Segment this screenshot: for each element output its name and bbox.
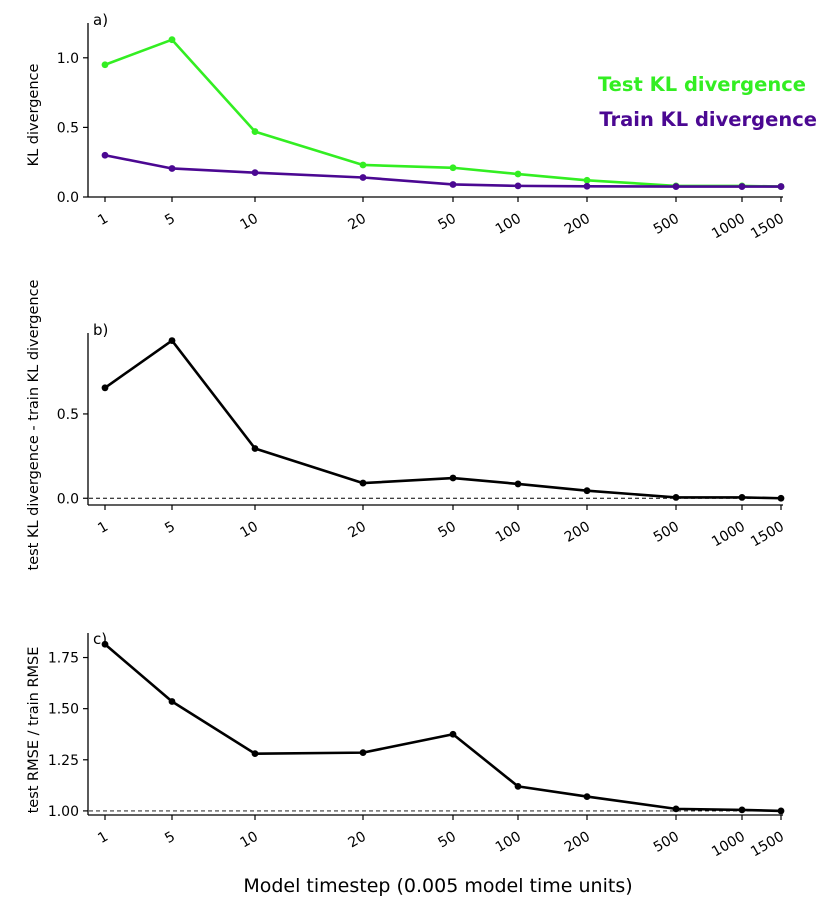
- x-axis-title: Model timestep (0.005 model time units): [243, 875, 632, 897]
- panel-a-x-tick-label: 1000: [709, 211, 748, 243]
- panel-a-data-point: [101, 61, 109, 69]
- legend-train-kl: Train KL divergence: [599, 108, 817, 131]
- panel-a-data-point: [168, 165, 176, 172]
- panel-c-data-point: [738, 806, 746, 814]
- panel-b-data-point: [359, 479, 367, 487]
- panel-b-x-tick-label: 100: [493, 519, 524, 546]
- panel-c-data-point: [101, 640, 109, 648]
- panel-a-series-line-1: [104, 153, 781, 188]
- panel-a-data-point: [777, 183, 785, 190]
- panel-a-x-tick-label: 100: [493, 211, 524, 238]
- panel-a-data-point: [672, 183, 680, 190]
- panel-a-y-tick-label: 0.5: [57, 120, 79, 136]
- panel-a-data-point: [168, 36, 176, 44]
- panel-b-data-point: [514, 480, 522, 488]
- panel-c-y-tick-label: 1.25: [48, 753, 79, 769]
- panel-a-data-point: [251, 169, 259, 177]
- panel-a-data-point: [514, 182, 522, 190]
- panel-a-data-point: [251, 128, 259, 135]
- panel-a: a) KL divergence Test KL divergence Trai…: [26, 11, 817, 242]
- panel-b-x-tick-label: 1000: [709, 519, 748, 551]
- panel-a-y-tick-label: 0.0: [57, 190, 79, 206]
- panel-b-data-point: [101, 384, 109, 392]
- panel-a-data-point: [449, 164, 457, 172]
- panel-b-x-tick-label: 1: [95, 519, 111, 537]
- panel-c-data-point: [359, 749, 367, 757]
- panel-b-label: b): [93, 321, 108, 339]
- panel-a-data-point: [359, 161, 367, 169]
- panel-a-data-point: [583, 182, 591, 190]
- panel-c-y-tick-label: 1.00: [48, 804, 79, 820]
- panel-b-data-point: [583, 487, 591, 495]
- panel-b-x-tick-label: 500: [651, 519, 682, 546]
- panel-c: c) test RMSE / train RMSE 1.001.251.501.…: [26, 630, 787, 860]
- panel-c-x-tick-label: 50: [436, 829, 459, 852]
- panel-c-x-tick-label: 100: [493, 829, 524, 856]
- panel-b-x-tick-label: 5: [162, 519, 178, 537]
- panel-c-data-point: [514, 782, 522, 790]
- panel-b-data-point: [251, 445, 259, 452]
- panel-a-x-tick-label: 500: [651, 211, 682, 238]
- panel-c-x-tick-label: 200: [562, 829, 593, 856]
- panel-c-x-tick-label: 500: [651, 829, 682, 856]
- panel-c-y-tick-label: 1.75: [48, 651, 79, 667]
- panel-a-data-point: [359, 174, 367, 181]
- panel-b-data-point: [738, 494, 746, 501]
- panel-c-y-axis-label: test RMSE / train RMSE: [26, 647, 42, 814]
- panel-b: b) test KL divergence - train KL diverge…: [26, 279, 787, 570]
- panel-b-x-tick-label: 10: [238, 519, 261, 542]
- panel-b-data-point: [672, 494, 680, 501]
- panel-a-x-tick-label: 1: [95, 211, 111, 229]
- panel-b-x-tick-label: 1500: [748, 519, 787, 551]
- panel-c-series-line-0: [104, 643, 782, 813]
- panel-a-data-point: [101, 151, 109, 159]
- panel-a-data-point: [738, 183, 746, 190]
- panel-a-x-tick-label: 200: [562, 211, 593, 238]
- panel-b-x-tick-label: 50: [436, 519, 459, 542]
- panel-a-x-tick-label: 1500: [748, 211, 787, 243]
- panel-b-data-point: [449, 474, 457, 482]
- panel-c-x-tick-label: 5: [162, 829, 178, 847]
- panel-b-x-tick-label: 200: [562, 519, 593, 546]
- panel-c-data-point: [251, 750, 259, 758]
- panel-c-data-point: [583, 793, 591, 800]
- panel-c-x-tick-label: 1000: [709, 829, 748, 861]
- panel-c-x-tick-label: 1500: [748, 829, 787, 861]
- panel-a-y-tick-label: 1.0: [57, 51, 79, 67]
- panel-a-x-tick-label: 5: [162, 211, 178, 229]
- panel-b-x-tick-label: 20: [346, 519, 369, 542]
- panel-a-label: a): [93, 11, 108, 29]
- panel-a-x-tick-label: 20: [346, 211, 369, 234]
- panel-c-data-point: [168, 698, 176, 705]
- panel-a-x-tick-label: 50: [436, 211, 459, 234]
- panel-c-y-tick-label: 1.50: [48, 702, 79, 718]
- legend-test-kl: Test KL divergence: [598, 73, 806, 96]
- panel-b-data-point: [777, 494, 785, 502]
- panel-c-x-tick-label: 20: [346, 829, 369, 852]
- panel-b-y-tick-label: 0.0: [57, 491, 79, 507]
- panel-a-y-axis-label: KL divergence: [26, 64, 42, 167]
- panel-a-data-point: [449, 181, 457, 188]
- panel-a-data-point: [583, 176, 591, 184]
- panel-b-y-tick-label: 0.5: [57, 407, 79, 423]
- panel-c-x-tick-label: 10: [238, 829, 261, 852]
- panel-c-data-point: [777, 807, 785, 815]
- panel-c-data-point: [672, 805, 680, 813]
- panel-a-x-tick-label: 10: [238, 211, 261, 234]
- panel-c-data-point: [449, 730, 457, 738]
- panel-a-data-point: [514, 170, 522, 178]
- panel-c-x-tick-label: 1: [95, 829, 111, 847]
- panel-b-data-point: [168, 337, 176, 344]
- panel-b-y-axis-label: test KL divergence - train KL divergence: [26, 279, 42, 570]
- panel-b-series-line-0: [104, 339, 782, 500]
